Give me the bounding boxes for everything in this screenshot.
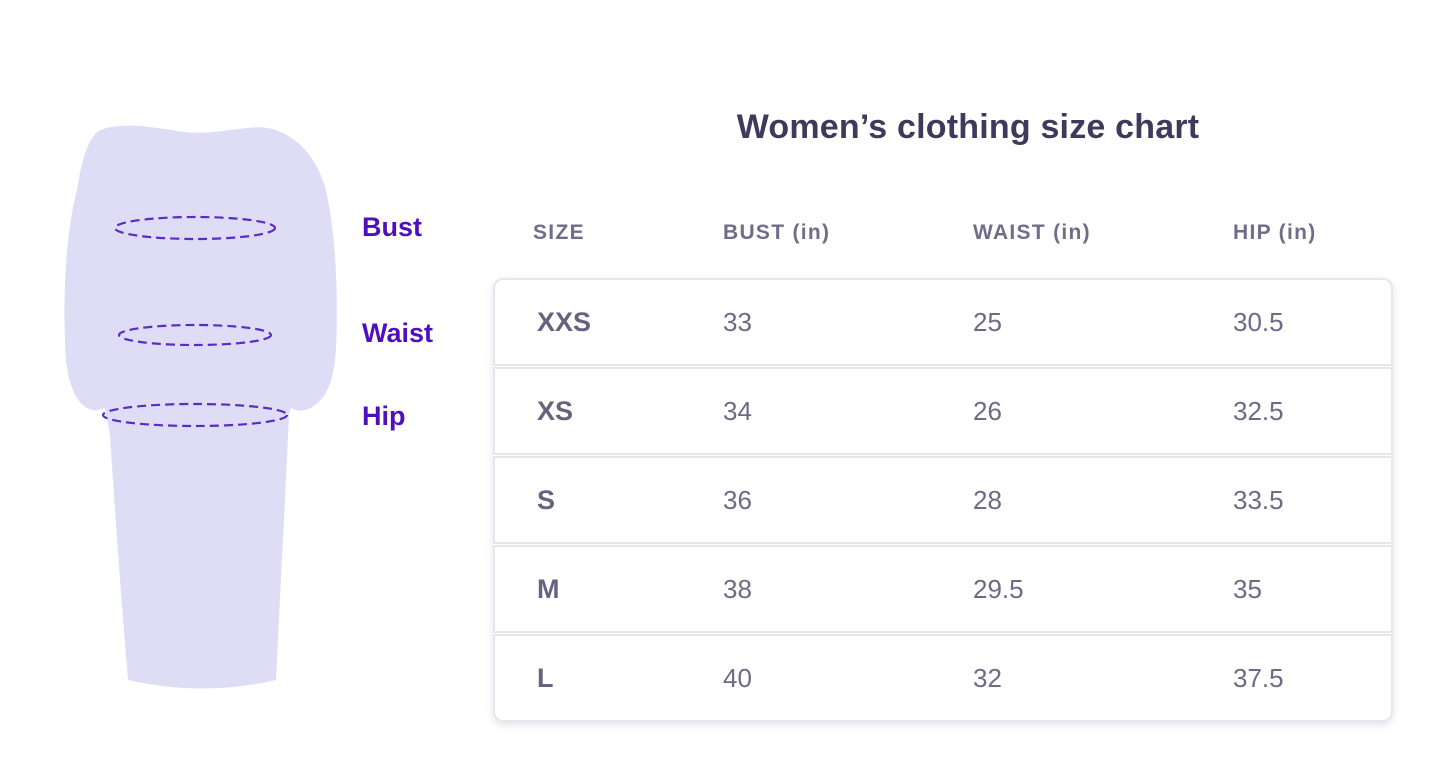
column-header-waist: WAIST (in) — [973, 221, 1091, 244]
cell-bust: 36 — [723, 484, 752, 515]
table-row: XXS 33 25 30.5 — [493, 278, 1393, 366]
cell-size: XS — [537, 395, 574, 426]
hip-measure-line — [101, 402, 289, 428]
cell-waist: 28 — [973, 484, 1002, 515]
cell-size: XXS — [537, 306, 592, 337]
cell-waist: 32 — [973, 662, 1002, 693]
table-row: L 40 32 37.5 — [493, 634, 1393, 722]
cell-bust: 34 — [723, 395, 752, 426]
dress-silhouette — [64, 125, 337, 689]
waist-measure-line — [117, 323, 273, 347]
page-title: Women’s clothing size chart — [736, 108, 1200, 146]
hip-label: Hip — [362, 401, 406, 431]
cell-hip: 32.5 — [1233, 395, 1284, 426]
column-header-hip: HIP (in) — [1233, 221, 1317, 244]
cell-hip: 33.5 — [1233, 484, 1284, 515]
cell-bust: 33 — [723, 306, 752, 337]
cell-waist: 29.5 — [973, 573, 1024, 604]
table-row: XS 34 26 32.5 — [493, 367, 1393, 455]
cell-hip: 37.5 — [1233, 662, 1284, 693]
column-header-bust: BUST (in) — [723, 221, 831, 244]
cell-size: L — [537, 662, 554, 693]
cell-bust: 40 — [723, 662, 752, 693]
bust-measure-line — [113, 215, 277, 241]
cell-hip: 35 — [1233, 573, 1262, 604]
cell-waist: 26 — [973, 395, 1002, 426]
cell-waist: 25 — [973, 306, 1002, 337]
table-row: M 38 29.5 35 — [493, 545, 1393, 633]
cell-hip: 30.5 — [1233, 306, 1284, 337]
bust-label: Bust — [362, 212, 422, 242]
dress-silhouette-illustration — [64, 125, 337, 689]
cell-size: S — [537, 484, 556, 515]
column-header-size: SIZE — [533, 221, 585, 244]
cell-size: M — [537, 573, 560, 604]
cell-bust: 38 — [723, 573, 752, 604]
waist-label: Waist — [362, 318, 434, 348]
table-row: S 36 28 33.5 — [493, 456, 1393, 544]
size-chart-table: XXS 33 25 30.5 XS 34 26 32.5 S 36 28 33.… — [493, 278, 1393, 722]
